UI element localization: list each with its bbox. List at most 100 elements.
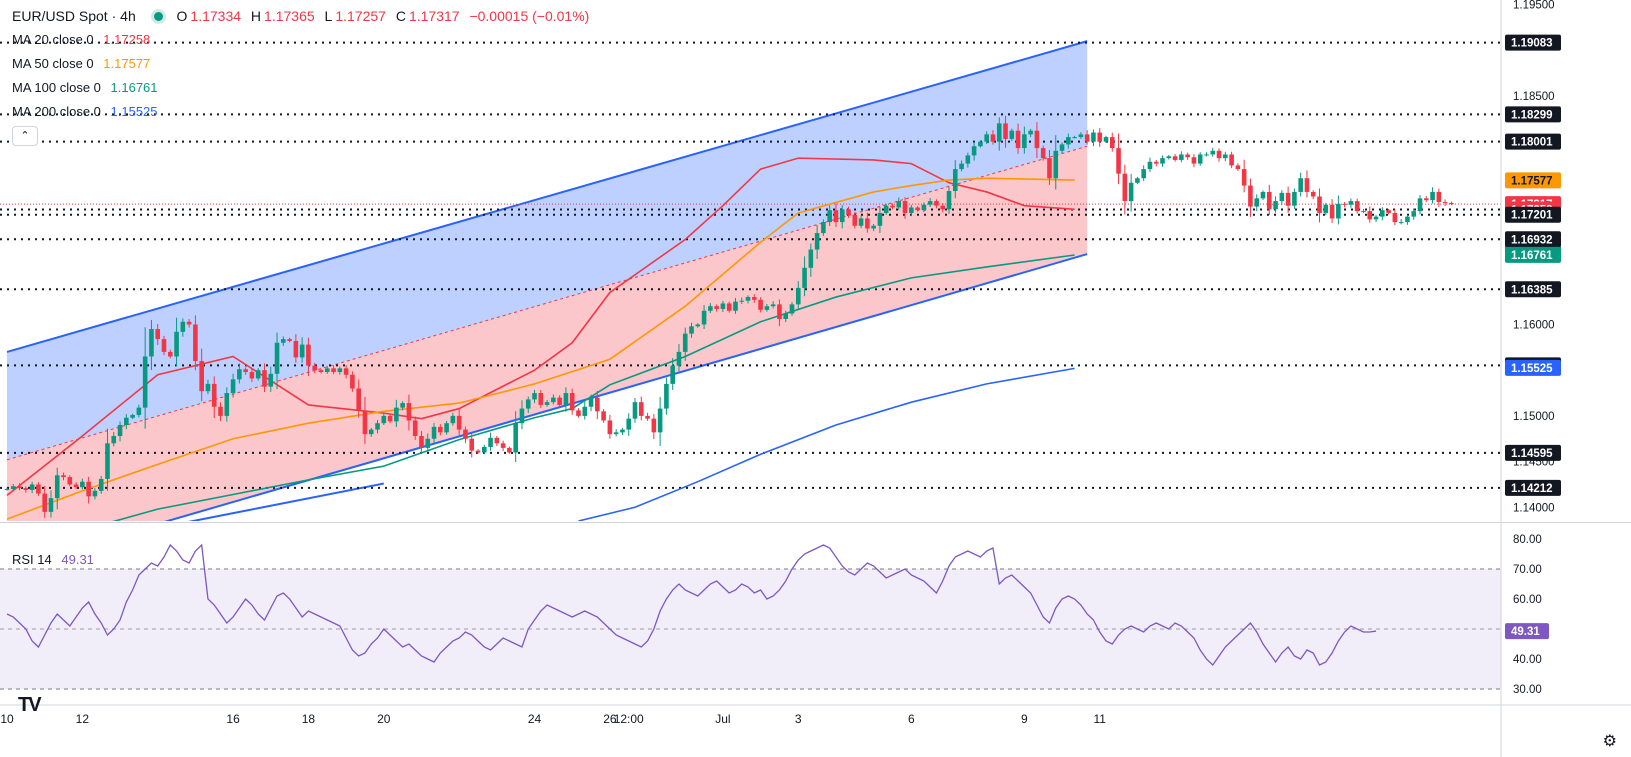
candle <box>946 186 952 214</box>
candle-body <box>1285 192 1291 206</box>
candle-body <box>601 411 606 421</box>
candle-body <box>802 267 807 288</box>
candle-body <box>1449 202 1454 204</box>
price-pane[interactable] <box>0 40 1501 567</box>
candle <box>1398 218 1404 225</box>
candle <box>1367 206 1373 223</box>
indicator-ma200[interactable]: MA 200 close 0 1.15525 <box>12 100 589 124</box>
candle-body <box>425 438 431 448</box>
candle <box>218 402 223 422</box>
candle-body <box>532 393 537 400</box>
candle-body <box>1273 201 1278 210</box>
candle <box>1022 126 1027 154</box>
candle-body <box>463 429 468 439</box>
candle <box>695 323 701 328</box>
candle <box>1179 151 1184 163</box>
tradingview-logo[interactable]: TV <box>18 694 42 716</box>
candle <box>1047 149 1052 185</box>
candle-body <box>224 393 230 416</box>
candle <box>1216 148 1222 162</box>
candle <box>701 305 707 330</box>
candle-body <box>230 379 236 394</box>
candle <box>927 197 933 207</box>
candle <box>425 433 431 452</box>
candle-body <box>331 368 336 373</box>
candle <box>1392 209 1398 226</box>
candle <box>17 483 22 491</box>
rsi-label: RSI 14 <box>12 552 52 567</box>
candle-body <box>915 207 920 211</box>
candle <box>620 427 625 436</box>
candle-body <box>180 321 186 332</box>
candle <box>1386 208 1391 215</box>
candle-body <box>1197 154 1203 164</box>
symbol-name[interactable]: EUR/USD Spot <box>12 8 108 24</box>
candle <box>481 444 487 455</box>
candle-body <box>739 300 745 302</box>
candle-body <box>651 418 657 433</box>
candle <box>86 476 91 504</box>
candle <box>752 294 757 303</box>
candle <box>720 300 726 313</box>
price-level-tag-bg <box>1505 172 1561 189</box>
candle <box>312 362 318 374</box>
candle <box>155 324 161 345</box>
candle-body <box>934 201 939 206</box>
candle <box>174 317 179 367</box>
candle <box>1009 128 1015 141</box>
candle-body <box>1411 211 1417 217</box>
candle-body <box>927 201 933 205</box>
candle <box>67 475 73 487</box>
candle <box>438 424 443 436</box>
gear-icon[interactable]: ⚙ <box>1602 733 1617 750</box>
candle-body <box>984 134 989 142</box>
candle <box>1411 208 1417 220</box>
candle <box>1254 194 1260 212</box>
symbol-row[interactable]: EUR/USD Spot · 4h O 1.17334 H 1.17365 L 1.1… <box>12 8 590 24</box>
interval-label[interactable]: 4h <box>120 8 136 24</box>
candle-body <box>720 303 726 309</box>
indicator-ma20[interactable]: MA 20 close 0 1.17258 <box>12 28 589 52</box>
candle-body <box>400 403 405 408</box>
candle-body <box>287 339 292 341</box>
candle-body <box>833 210 839 223</box>
candle <box>149 320 154 370</box>
candle-body <box>1185 154 1190 158</box>
candle <box>1191 154 1197 168</box>
low-label: L <box>324 8 333 24</box>
candle-body <box>444 423 449 433</box>
price-level-tag: 1.18299 <box>1505 106 1561 123</box>
candle <box>513 411 518 463</box>
price-level-tag: 1.18001 <box>1505 133 1561 150</box>
time-tick-label: 10 <box>0 712 14 726</box>
candle <box>833 203 839 227</box>
candle-body <box>356 388 361 411</box>
price-level-tag-text: 1.16385 <box>1511 284 1553 296</box>
candle <box>268 366 274 392</box>
indicator-ma100[interactable]: MA 100 close 0 1.16761 <box>12 76 589 100</box>
indicator-ma50[interactable]: MA 50 close 0 1.17577 <box>12 52 589 76</box>
candle-body <box>1141 169 1146 179</box>
candle <box>337 366 343 375</box>
candle-body <box>1380 210 1385 217</box>
candle-body <box>595 397 600 412</box>
candle-body <box>557 397 562 405</box>
close-label: C <box>395 8 406 24</box>
candle-body <box>519 408 525 424</box>
candle-body <box>726 303 732 311</box>
candle-body <box>500 443 506 448</box>
candle-body <box>808 249 814 268</box>
candle-body <box>569 393 575 411</box>
candle-body <box>940 205 946 210</box>
candle-body <box>205 383 211 392</box>
candle-body <box>978 141 983 147</box>
candle <box>990 130 996 145</box>
rsi-legend[interactable]: RSI 14 49.31 <box>12 552 94 567</box>
collapse-legend-button[interactable]: ⌃ <box>12 126 38 146</box>
rsi-pane[interactable] <box>0 543 1501 690</box>
time-tick-label: 9 <box>1021 712 1028 726</box>
candle <box>739 297 745 304</box>
candle-body <box>758 299 763 310</box>
candle <box>657 396 663 446</box>
